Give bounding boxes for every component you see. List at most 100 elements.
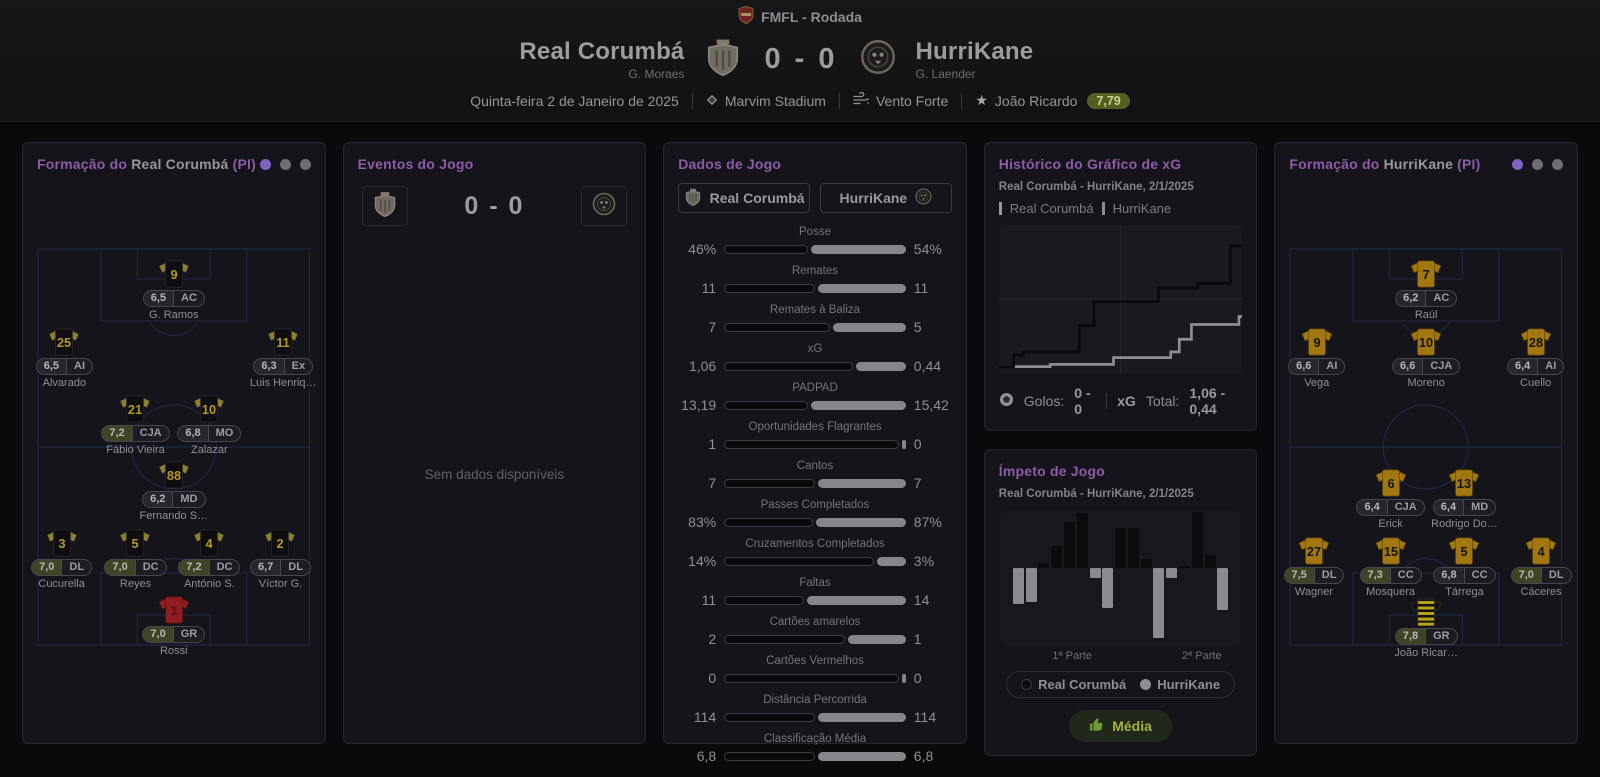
stat-bar: [724, 361, 906, 371]
svg-text:28: 28: [1529, 335, 1543, 350]
momentum-bar-home: [1051, 546, 1063, 568]
panel-dot-1[interactable]: [259, 158, 271, 170]
stat-row: Remates à Baliza 7 5: [678, 304, 952, 335]
svg-text:9: 9: [1313, 335, 1320, 350]
player-rating-pill: 6,2 AC: [1395, 289, 1458, 307]
divider: [691, 92, 693, 109]
star-icon: ★: [975, 92, 988, 108]
stat-bar: [724, 517, 906, 527]
player-g-ramos[interactable]: 9 6,5 AC G. Ramos: [131, 260, 217, 321]
away-formation-title: Formação do HurriKane (PI): [1289, 156, 1481, 172]
player-alvarado[interactable]: 25 6,5 AI Alvarado: [21, 328, 107, 389]
stat-home-value: 11: [701, 592, 717, 608]
player-name: João Ricar…: [1394, 647, 1458, 660]
momentum-bar-chart[interactable]: [998, 510, 1243, 646]
player-rating: 7,5: [1284, 567, 1315, 583]
stat-bar: [724, 556, 906, 566]
player-position: DL: [1321, 568, 1337, 581]
stat-label: Remates: [791, 265, 838, 277]
player-cuello[interactable]: 28 6,4 AI Cuello: [1493, 328, 1579, 389]
player-rating-pill: 7,2 DC: [178, 558, 241, 576]
player-jo-o-ricar-[interactable]: 7,8 GR João Ricar…: [1383, 598, 1469, 659]
player-f-bio-vieira[interactable]: 21 7,2 CJA Fábio Vieira: [92, 395, 178, 456]
stat-bar-away-segment: [810, 400, 906, 410]
player-mosquera[interactable]: 15 7,3 CC Mosquera: [1348, 537, 1434, 598]
stat-bar: [724, 595, 906, 605]
player-position: DL: [1548, 568, 1564, 581]
player-vega[interactable]: 9 6,6 AI Vega: [1274, 328, 1360, 389]
player-v-ctor-g-[interactable]: 2 6,7 DL Víctor G.: [237, 529, 323, 590]
svg-text:9: 9: [170, 267, 177, 282]
stat-bar: [724, 751, 906, 761]
away-team-name[interactable]: HurriKane: [915, 37, 1034, 65]
player-t-rrega[interactable]: 5 6,8 CC Tárrega: [1421, 537, 1507, 598]
player-position: CC: [1471, 568, 1488, 581]
home-xg-line: [998, 244, 1243, 369]
stat-row: Remates 11 11: [678, 265, 952, 296]
player-rating: 6,3: [254, 358, 285, 374]
svg-text:6: 6: [1387, 476, 1394, 491]
divider: [961, 92, 963, 109]
player-name: Fernando S…: [139, 509, 209, 522]
home-crest-icon: [684, 188, 702, 209]
svg-text:27: 27: [1307, 544, 1321, 559]
momentum-bar-away: [1089, 568, 1101, 579]
stat-home-value: 6,8: [696, 748, 717, 764]
goals-label: Golos:: [1023, 393, 1065, 409]
panel-dot-3[interactable]: [1551, 158, 1563, 170]
player-rossi[interactable]: 1 7,0 GR Rossi: [131, 596, 217, 657]
stat-home-value: 1,06: [688, 358, 717, 374]
panel-dot-2[interactable]: [1531, 158, 1543, 170]
stat-away-value: 0: [913, 670, 922, 686]
stat-home-value: 114: [693, 709, 717, 725]
media-button[interactable]: Média: [1069, 710, 1172, 742]
player-fernando-s-[interactable]: 88 6,2 MD Fernando S…: [131, 461, 217, 522]
stat-row: xG 1,06 0,44: [678, 343, 952, 374]
momentum-bar-away: [1025, 568, 1037, 602]
player-reyes[interactable]: 5 7,0 DC Reyes: [92, 529, 178, 590]
player-moreno[interactable]: 10 6,6 CJA Moreno: [1383, 328, 1469, 389]
player-ant-nio-s-[interactable]: 4 7,2 DC António S.: [166, 529, 252, 590]
player-wagner[interactable]: 27 7,5 DL Wagner: [1271, 537, 1357, 598]
player-name: Reyes: [119, 577, 152, 590]
momentum-legend[interactable]: Real Corumbá HurriKane: [1006, 671, 1236, 698]
home-team-button[interactable]: Real Corumbá: [678, 183, 810, 213]
referee-item[interactable]: ★ João Ricardo 7,79: [975, 92, 1130, 109]
xg-legend-away: HurriKane: [1112, 201, 1172, 216]
stat-home-value: 7: [708, 475, 717, 491]
away-team-button[interactable]: HurriKane: [819, 183, 952, 213]
player-ra-l[interactable]: 7 6,2 AC Raúl: [1383, 260, 1469, 321]
stat-label: Remates à Baliza: [769, 304, 861, 316]
xg-step-chart[interactable]: [998, 225, 1243, 373]
competition-crest-icon: [738, 5, 754, 29]
player-erick[interactable]: 6 6,4 CJA Erick: [1348, 469, 1434, 530]
player-rodrigo-do-[interactable]: 13 6,4 MD Rodrigo Do…: [1421, 469, 1507, 530]
player-rating-pill: 7,5 DL: [1283, 566, 1345, 584]
svg-text:13: 13: [1457, 476, 1471, 491]
player-position: GR: [180, 628, 198, 641]
player-rating: 7,0: [32, 559, 63, 575]
panel-dot-1[interactable]: [1511, 158, 1523, 170]
player-position: MO: [215, 427, 234, 440]
svg-text:21: 21: [128, 402, 142, 417]
momentum-bar-away: [1153, 568, 1165, 639]
panel-dot-2[interactable]: [279, 158, 291, 170]
player-cucurella[interactable]: 3 7,0 DL Cucurella: [19, 529, 105, 590]
stat-bar: [724, 673, 906, 683]
player-name: Alvarado: [42, 376, 87, 389]
player-luis-henriq-[interactable]: 11 6,3 Ex Luis Henriq…: [240, 328, 326, 389]
panel-dot-3[interactable]: [299, 158, 311, 170]
player-rating: 6,2: [1396, 290, 1427, 306]
home-team-name[interactable]: Real Corumbá: [519, 37, 685, 65]
momentum-bar-home: [1076, 513, 1088, 568]
player-rating-pill: 6,4 AI: [1506, 357, 1565, 375]
player-rating: 6,7: [251, 559, 282, 575]
player-name: Cáceres: [1520, 585, 1562, 598]
player-c-ceres[interactable]: 4 7,0 DL Cáceres: [1498, 537, 1584, 598]
player-position: CJA: [139, 427, 162, 440]
stat-bar-away-segment: [815, 517, 906, 527]
player-zalazar[interactable]: 10 6,8 MO Zalazar: [166, 395, 252, 456]
player-name: Luis Henriq…: [249, 376, 317, 389]
stats-list: Posse 46% 54% Remates 11 11 Remates à Baliza 7 5…: [678, 226, 952, 764]
away-crest-icon: [860, 39, 896, 80]
